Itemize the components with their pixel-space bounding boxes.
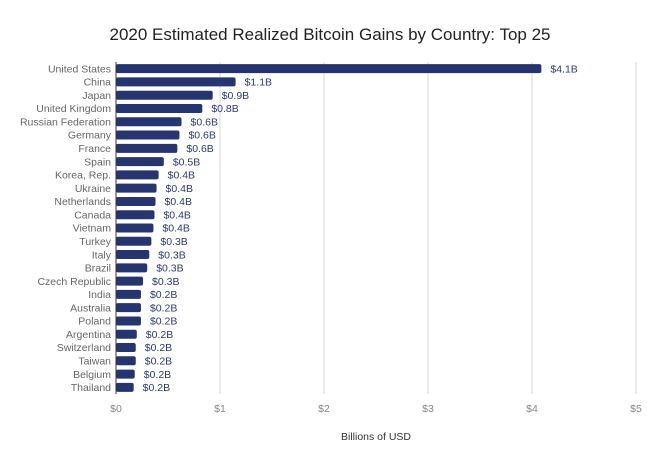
data-label: $0.2B	[146, 329, 173, 341]
data-label: $0.4B	[166, 183, 193, 195]
category-label: Australia	[70, 302, 111, 314]
data-label: $0.2B	[145, 342, 172, 354]
bar	[116, 356, 136, 366]
data-label: $1.1B	[245, 77, 272, 89]
x-axis-title: Billions of USD	[341, 431, 411, 443]
data-label: $0.4B	[163, 209, 190, 221]
bar	[116, 170, 159, 180]
bar	[116, 382, 134, 392]
data-label: $0.3B	[160, 236, 187, 248]
data-label: $0.9B	[222, 90, 249, 102]
category-label: Italy	[92, 249, 112, 261]
data-label: $0.2B	[145, 356, 172, 368]
data-label: $0.2B	[143, 382, 170, 394]
data-label: $4.1B	[550, 63, 577, 75]
bar	[116, 263, 148, 273]
category-label: United States	[48, 63, 111, 75]
data-label: $0.2B	[150, 316, 177, 328]
bar	[116, 236, 152, 246]
x-tick-label: $3	[422, 403, 434, 415]
data-label: $0.4B	[165, 196, 192, 208]
x-tick-label: $4	[526, 403, 538, 415]
category-label: Thailand	[71, 382, 111, 394]
category-label: Argentina	[66, 329, 111, 341]
bar	[116, 103, 203, 113]
category-label: Czech Republic	[37, 276, 111, 288]
bar	[116, 196, 156, 206]
bar	[116, 223, 154, 233]
category-label: Japan	[82, 90, 111, 102]
data-label: $0.3B	[152, 276, 179, 288]
data-label: $0.2B	[150, 289, 177, 301]
category-label: Spain	[84, 156, 111, 168]
category-label: Canada	[74, 209, 111, 221]
data-label: $0.5B	[173, 156, 200, 168]
bar	[116, 210, 155, 220]
data-label: $0.4B	[162, 223, 189, 235]
bar	[116, 117, 182, 127]
bar	[116, 250, 150, 260]
bar	[116, 143, 178, 153]
category-label: Ukraine	[75, 183, 111, 195]
x-tick-label: $5	[630, 403, 642, 415]
data-label: $0.3B	[156, 263, 183, 275]
data-label: $0.2B	[144, 369, 171, 381]
bar	[116, 77, 236, 87]
data-label: $0.6B	[191, 116, 218, 128]
category-label: Belgium	[73, 369, 111, 381]
category-label: Vietnam	[73, 223, 112, 235]
chart-title: 2020 Estimated Realized Bitcoin Gains by…	[110, 25, 551, 44]
data-label: $0.4B	[168, 170, 195, 182]
category-label: Germany	[68, 130, 112, 142]
category-label: Taiwan	[78, 356, 111, 368]
category-label: Brazil	[85, 263, 111, 275]
category-label: Netherlands	[54, 196, 111, 208]
data-label: $0.2B	[150, 302, 177, 314]
x-tick-label: $0	[110, 403, 122, 415]
data-label: $0.6B	[188, 130, 215, 142]
bar	[116, 90, 213, 100]
bar	[116, 276, 144, 286]
data-label: $0.3B	[158, 249, 185, 261]
bar	[116, 64, 542, 74]
x-tick-label: $1	[214, 403, 226, 415]
bar	[116, 130, 180, 140]
bar	[116, 157, 164, 167]
bar	[116, 303, 141, 313]
bar	[116, 289, 141, 299]
bar	[116, 343, 136, 353]
category-label: Poland	[78, 316, 111, 328]
bar	[116, 183, 157, 193]
category-label: Switzerland	[57, 342, 111, 354]
bar	[116, 369, 135, 379]
category-label: Korea, Rep.	[55, 170, 111, 182]
data-label: $0.6B	[186, 143, 213, 155]
bar	[116, 329, 137, 339]
category-label: India	[88, 289, 111, 301]
category-label: Russian Federation	[20, 116, 111, 128]
category-label: United Kingdom	[36, 103, 111, 115]
category-label: China	[84, 77, 112, 89]
bar	[116, 316, 141, 326]
data-label: $0.8B	[211, 103, 238, 115]
x-tick-label: $2	[318, 403, 330, 415]
category-label: Turkey	[79, 236, 111, 248]
category-label: France	[78, 143, 111, 155]
